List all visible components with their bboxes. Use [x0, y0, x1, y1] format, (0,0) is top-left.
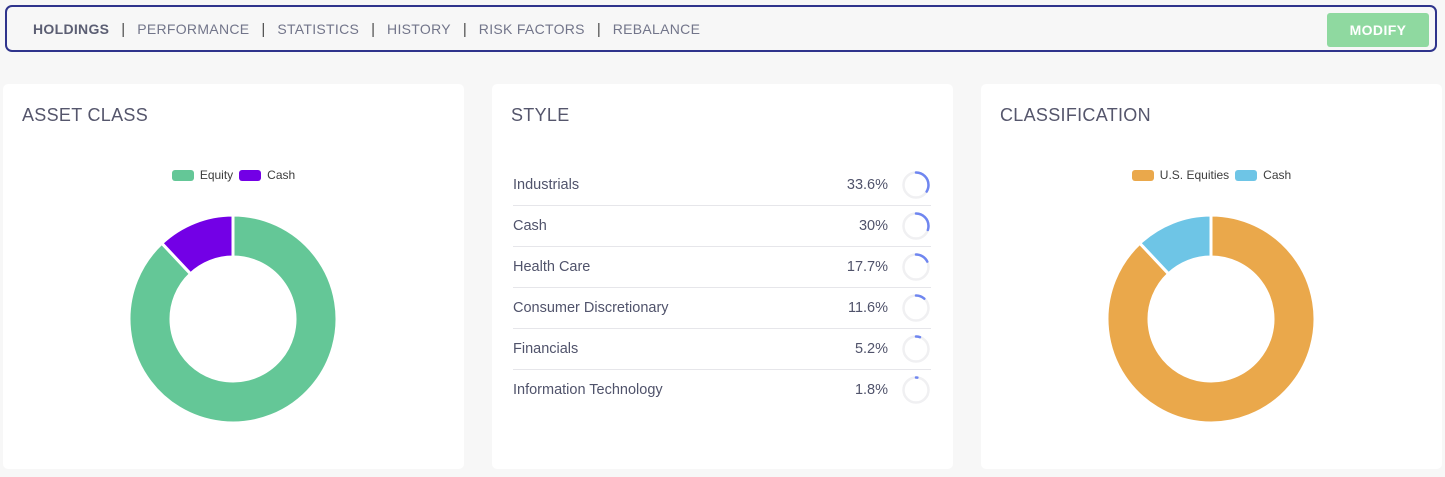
progress-ring [902, 212, 930, 240]
classification-donut-chart [1105, 213, 1317, 425]
classification-legend: U.S. Equities Cash [981, 168, 1442, 182]
style-row-name: Consumer Discretionary [513, 300, 669, 316]
donut-slice-cash[interactable] [160, 213, 235, 276]
asset-class-title: ASSET CLASS [22, 105, 149, 125]
legend-item-equity[interactable]: Equity [171, 168, 234, 182]
tab-holdings[interactable]: HOLDINGS [33, 21, 110, 37]
donut-slice-u-s-equities[interactable] [1105, 213, 1317, 425]
style-row-percent: 1.8% [854, 382, 888, 398]
classification-card: CLASSIFICATION U.S. Equities Cash [981, 84, 1442, 469]
style-list: Industrials 33.6% Cash 30% Health Care 1… [513, 165, 931, 410]
style-row-name: Information Technology [513, 382, 663, 398]
progress-ring-track [902, 335, 930, 363]
asset-class-donut-chart [127, 213, 339, 425]
style-row-industrials: Industrials 33.6% [513, 165, 931, 206]
progress-ring-arc [902, 212, 930, 240]
style-row-percent: 5.2% [854, 341, 888, 357]
progress-ring [902, 171, 930, 199]
tab-separator: | [596, 20, 601, 38]
progress-ring-arc [902, 171, 930, 199]
tab-separator: | [371, 20, 376, 38]
progress-ring-track [902, 376, 930, 404]
tab-list: HOLDINGS | PERFORMANCE | STATISTICS | HI… [33, 7, 700, 51]
legend-label-equity: Equity [199, 168, 234, 182]
tab-performance[interactable]: PERFORMANCE [137, 21, 250, 37]
modify-button[interactable]: MODIFY [1327, 13, 1429, 47]
legend-swatch-cash [239, 169, 262, 181]
style-card: STYLE Industrials 33.6% Cash 30% Health … [492, 84, 953, 469]
tab-rebalance[interactable]: REBALANCE [612, 21, 701, 37]
progress-ring [902, 253, 930, 281]
style-row-percent: 33.6% [846, 177, 888, 193]
style-row-cash: Cash 30% [513, 206, 931, 247]
style-row-name: Cash [513, 218, 547, 234]
progress-ring-arc [902, 376, 930, 404]
progress-ring-arc [902, 253, 930, 281]
progress-ring-arc [902, 294, 930, 322]
style-row-percent: 11.6% [847, 300, 888, 316]
tab-separator: | [462, 20, 467, 38]
donut-slice-equity[interactable] [127, 213, 339, 425]
asset-class-legend: Equity Cash [3, 168, 464, 182]
legend-swatch-us-equities [1131, 169, 1154, 181]
tab-separator: | [261, 20, 266, 38]
tab-risk-factors[interactable]: RISK FACTORS [478, 21, 585, 37]
legend-swatch-equity [171, 169, 194, 181]
style-row-name: Financials [513, 341, 579, 357]
progress-ring-arc [902, 335, 930, 363]
style-row-health-care: Health Care 17.7% [513, 247, 931, 288]
tab-separator: | [121, 20, 126, 38]
classification-title: CLASSIFICATION [1000, 105, 1151, 125]
style-row-information-technology: Information Technology 1.8% [513, 370, 931, 410]
legend-item-cash[interactable]: Cash [1235, 168, 1291, 182]
style-title: STYLE [511, 105, 570, 125]
tab-statistics[interactable]: STATISTICS [277, 21, 360, 37]
top-navigation-bar: HOLDINGS | PERFORMANCE | STATISTICS | HI… [5, 5, 1437, 52]
legend-swatch-cash [1235, 169, 1258, 181]
legend-label-cash: Cash [267, 168, 296, 182]
legend-item-us-equities[interactable]: U.S. Equities [1131, 168, 1230, 182]
asset-class-card: ASSET CLASS Equity Cash [3, 84, 464, 469]
style-row-name: Industrials [513, 177, 580, 193]
legend-label-cash: Cash [1263, 168, 1292, 182]
legend-item-cash[interactable]: Cash [239, 168, 295, 182]
style-row-financials: Financials 5.2% [513, 329, 931, 370]
progress-ring [902, 335, 930, 363]
donut-slice-cash[interactable] [1138, 213, 1213, 276]
legend-label-us-equities: U.S. Equities [1159, 168, 1230, 182]
style-row-percent: 30% [858, 218, 888, 234]
style-row-consumer-discretionary: Consumer Discretionary 11.6% [513, 288, 931, 329]
progress-ring [902, 376, 930, 404]
style-row-name: Health Care [513, 259, 591, 275]
tab-history[interactable]: HISTORY [387, 21, 451, 37]
progress-ring [902, 294, 930, 322]
style-row-percent: 17.7% [846, 259, 888, 275]
